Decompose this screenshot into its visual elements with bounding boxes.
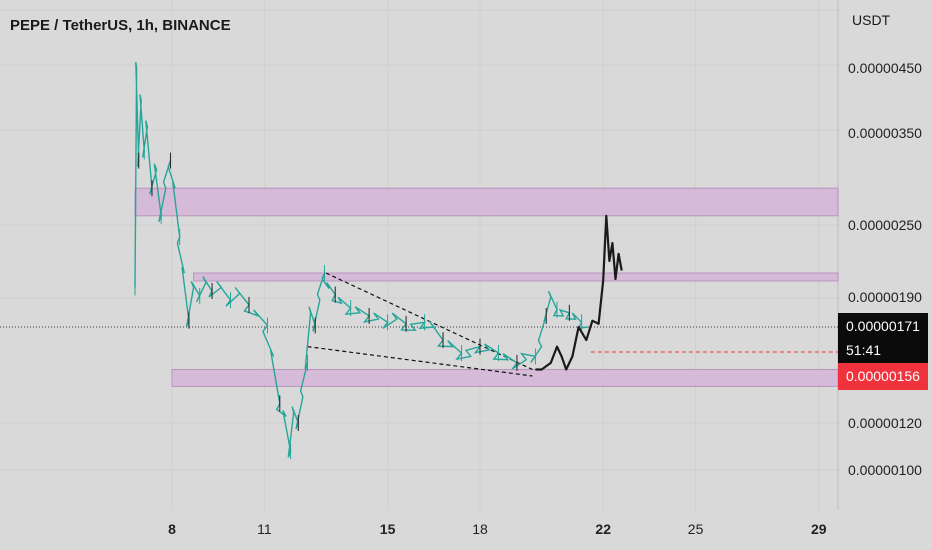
y-tick-label: 0.00000350 — [848, 125, 922, 141]
x-tick-label: 15 — [380, 521, 396, 537]
y-tick-label: 0.00000100 — [848, 462, 922, 478]
resistance-support-zone — [134, 187, 839, 217]
y-tick-label: 0.00000450 — [848, 60, 922, 76]
projection-path — [535, 214, 623, 371]
x-tick-label: 25 — [688, 521, 704, 537]
resistance-support-zone — [193, 272, 839, 282]
x-tick-label: 18 — [472, 521, 488, 537]
candle-countdown: 51:41 — [838, 340, 928, 363]
support-price-tag: 0.00000156 — [838, 363, 928, 390]
current-price-tag: 0.00000171 — [838, 313, 928, 340]
trend-line — [307, 346, 533, 377]
x-tick-label: 22 — [595, 521, 611, 537]
y-tick-label: 0.00000120 — [848, 415, 922, 431]
chart-title: PEPE / TetherUS, 1h, BINANCE — [10, 17, 231, 34]
x-tick-label: 11 — [257, 521, 272, 537]
x-tick-label: 29 — [811, 521, 827, 537]
y-tick-label: 0.00000250 — [848, 217, 922, 233]
y-tick-label: 0.00000190 — [848, 289, 922, 305]
x-tick-label: 8 — [168, 521, 176, 537]
price-unit: USDT — [852, 12, 891, 28]
price-series-line — [134, 61, 588, 458]
